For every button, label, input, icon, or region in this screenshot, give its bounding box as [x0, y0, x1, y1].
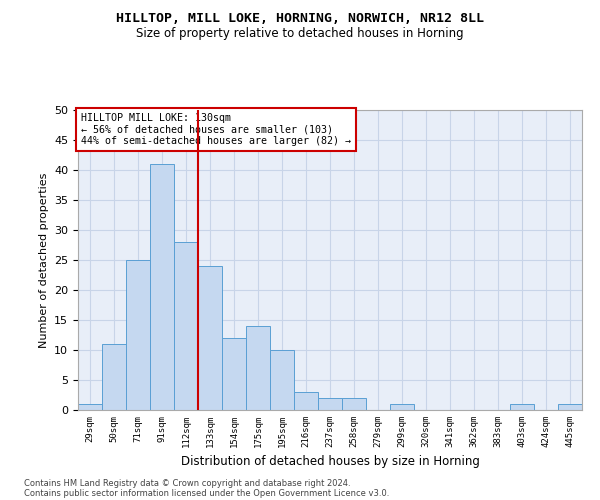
Bar	[246, 326, 270, 410]
Text: HILLTOP, MILL LOKE, HORNING, NORWICH, NR12 8LL: HILLTOP, MILL LOKE, HORNING, NORWICH, NR…	[116, 12, 484, 26]
Bar	[390, 404, 414, 410]
Text: Size of property relative to detached houses in Horning: Size of property relative to detached ho…	[136, 28, 464, 40]
Bar	[294, 392, 318, 410]
Bar	[78, 404, 102, 410]
Bar	[150, 164, 174, 410]
Bar	[558, 404, 582, 410]
Bar	[270, 350, 294, 410]
Bar	[342, 398, 366, 410]
Bar	[198, 266, 222, 410]
Bar	[510, 404, 534, 410]
Bar	[174, 242, 198, 410]
Bar	[126, 260, 150, 410]
Bar	[102, 344, 126, 410]
Text: Contains public sector information licensed under the Open Government Licence v3: Contains public sector information licen…	[24, 488, 389, 498]
X-axis label: Distribution of detached houses by size in Horning: Distribution of detached houses by size …	[181, 456, 479, 468]
Text: Contains HM Land Registry data © Crown copyright and database right 2024.: Contains HM Land Registry data © Crown c…	[24, 478, 350, 488]
Text: HILLTOP MILL LOKE: 130sqm
← 56% of detached houses are smaller (103)
44% of semi: HILLTOP MILL LOKE: 130sqm ← 56% of detac…	[80, 113, 350, 146]
Y-axis label: Number of detached properties: Number of detached properties	[38, 172, 49, 348]
Bar	[318, 398, 342, 410]
Bar	[222, 338, 246, 410]
